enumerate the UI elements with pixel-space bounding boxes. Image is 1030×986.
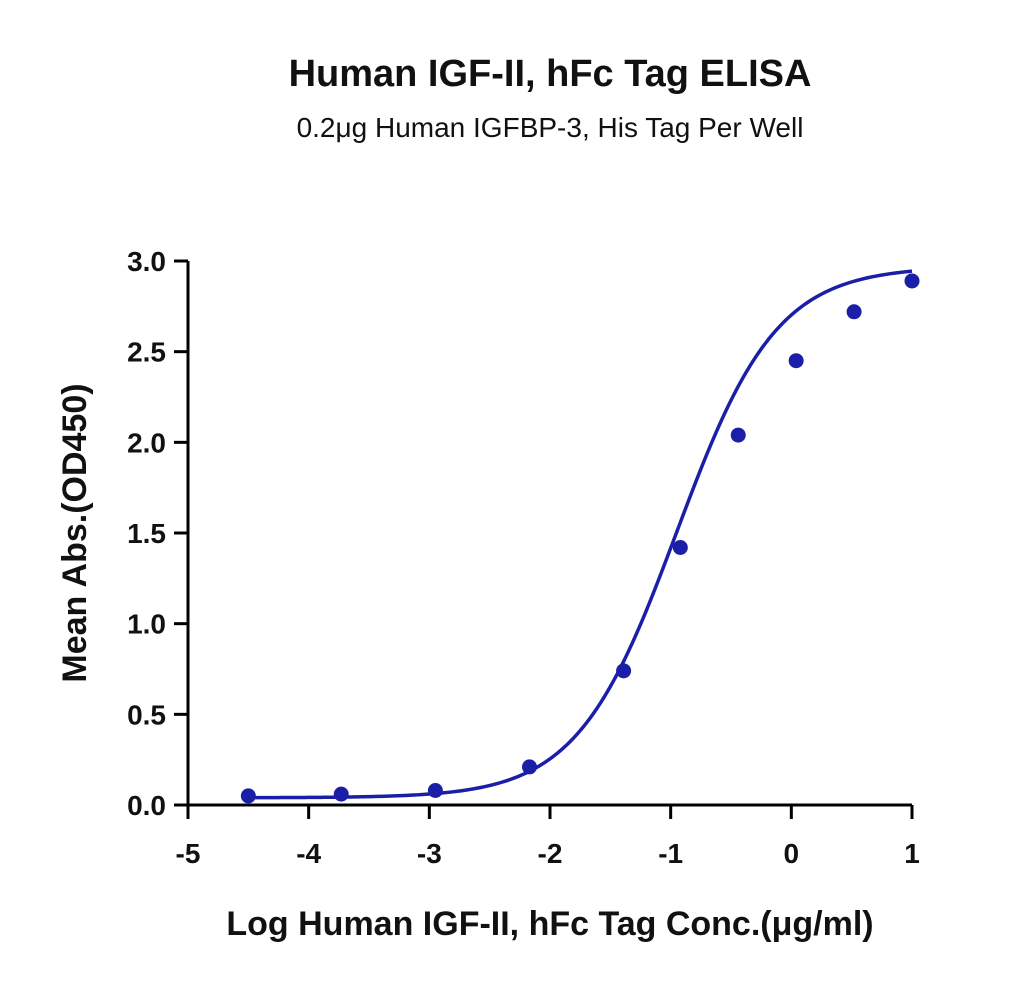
y-ticks: 0.0 0.5 1.0 1.5 2.0 2.5 3.0 (127, 246, 188, 821)
x-tick-label: -4 (296, 838, 321, 869)
y-tick-label: 2.0 (127, 427, 166, 458)
y-axis: 0.0 0.5 1.0 1.5 2.0 2.5 3.0 (127, 246, 190, 821)
x-tick-label: -3 (417, 838, 442, 869)
y-tick-label: 2.5 (127, 337, 166, 368)
x-tick-label: -2 (538, 838, 563, 869)
y-axis-label: Mean Abs.(OD450) (56, 383, 94, 682)
plot-area (240, 269, 920, 804)
x-tick-label: 1 (904, 838, 920, 869)
fit-curve (248, 269, 913, 800)
data-point (521, 759, 537, 775)
y-tick-label: 1.0 (127, 609, 166, 640)
y-tick-label: 0.0 (127, 790, 166, 821)
x-tick-label: -1 (658, 838, 683, 869)
chart-subtitle: 0.2μg Human IGFBP-3, His Tag Per Well (297, 112, 804, 143)
data-point (788, 353, 804, 369)
data-point (730, 427, 746, 443)
data-point (904, 273, 920, 289)
y-tick-label: 3.0 (127, 246, 166, 277)
x-tick-label: -5 (176, 838, 201, 869)
y-tick-label: 1.5 (127, 518, 166, 549)
data-point (427, 782, 443, 798)
data-point (616, 663, 632, 679)
x-ticks: -5 -4 -3 -2 -1 0 1 (176, 805, 920, 869)
data-point (333, 786, 349, 802)
data-point (672, 540, 688, 556)
chart-title: Human IGF-II, hFc Tag ELISA (289, 53, 812, 95)
data-point (240, 788, 256, 804)
x-axis: -5 -4 -3 -2 -1 0 1 (176, 803, 920, 869)
data-point (846, 304, 862, 320)
y-tick-label: 0.5 (127, 699, 166, 730)
x-tick-label: 0 (784, 838, 800, 869)
x-axis-label: Log Human IGF-II, hFc Tag Conc.(μg/ml) (226, 905, 873, 943)
